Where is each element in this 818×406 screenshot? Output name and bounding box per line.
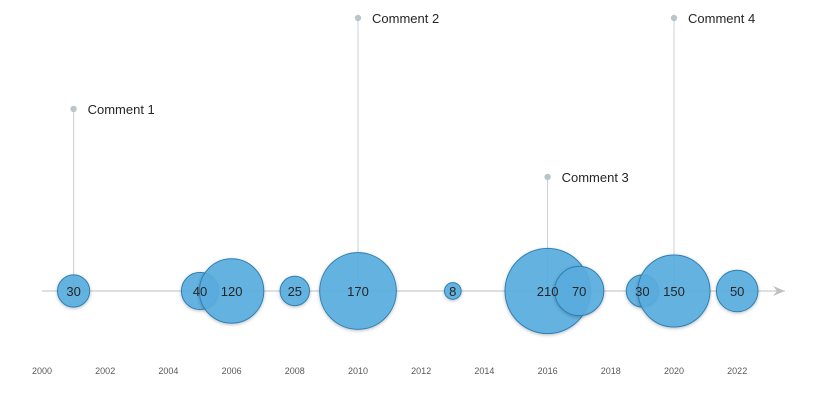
bubble-value-label: 210 bbox=[537, 284, 559, 299]
comment-label: Comment 1 bbox=[88, 102, 155, 117]
x-tick-label: 2012 bbox=[411, 366, 431, 376]
comment-marker bbox=[354, 14, 362, 22]
x-tick-label: 2000 bbox=[32, 366, 52, 376]
bubble-value-label: 8 bbox=[449, 284, 456, 299]
bubble bbox=[443, 282, 462, 300]
bubble bbox=[319, 252, 397, 330]
x-tick-label: 2002 bbox=[95, 366, 115, 376]
x-axis-arrow bbox=[773, 286, 785, 296]
x-tick-label: 2008 bbox=[285, 366, 305, 376]
bubble-value-label: 30 bbox=[635, 284, 649, 299]
comment-label: Comment 3 bbox=[562, 170, 629, 185]
bubble-value-label: 40 bbox=[193, 284, 207, 299]
bubble bbox=[715, 269, 759, 313]
bubble bbox=[279, 275, 310, 307]
x-tick-label: 2020 bbox=[664, 366, 684, 376]
comment-label: Comment 2 bbox=[372, 11, 439, 26]
x-tick-label: 2022 bbox=[727, 366, 747, 376]
bubble-value-label: 120 bbox=[221, 284, 243, 299]
bubble-value-label: 30 bbox=[66, 284, 80, 299]
x-tick-label: 2016 bbox=[538, 366, 558, 376]
bubble-value-label: 70 bbox=[572, 284, 586, 299]
bubble-value-label: 25 bbox=[288, 284, 302, 299]
bubble-value-label: 150 bbox=[663, 284, 685, 299]
comment-marker bbox=[670, 14, 678, 22]
bubble-value-label: 50 bbox=[730, 284, 744, 299]
x-tick-label: 2014 bbox=[474, 366, 494, 376]
comment-marker bbox=[544, 173, 551, 181]
bubble-value-label: 170 bbox=[347, 284, 369, 299]
x-tick-label: 2006 bbox=[222, 366, 242, 376]
bubble bbox=[637, 254, 711, 328]
bubble bbox=[198, 258, 265, 324]
comment-marker bbox=[70, 105, 77, 113]
comment-label: Comment 4 bbox=[688, 11, 755, 26]
x-tick-label: 2004 bbox=[158, 366, 178, 376]
x-tick-label: 2018 bbox=[601, 366, 621, 376]
bubble bbox=[554, 265, 605, 317]
x-tick-label: 2010 bbox=[348, 366, 368, 376]
bubble bbox=[56, 274, 91, 308]
